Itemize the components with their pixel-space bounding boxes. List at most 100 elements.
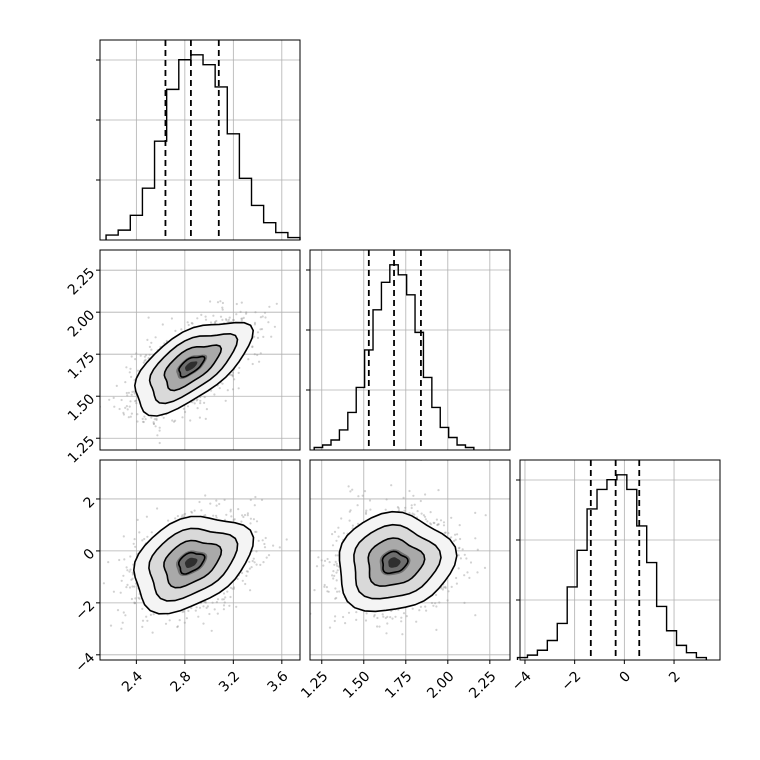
contour-line (163, 344, 223, 392)
sample-point (146, 535, 149, 538)
sample-point (322, 564, 325, 567)
sample-point (336, 564, 339, 567)
sample-point (253, 353, 256, 356)
x-tick-label: 3.6 (265, 668, 292, 695)
sample-point (222, 608, 225, 611)
sample-point (397, 507, 400, 510)
sample-point (146, 619, 149, 622)
sample-point (301, 296, 303, 298)
sample-point (112, 396, 115, 399)
sample-point (210, 389, 213, 392)
sample-point (120, 579, 123, 582)
sample-point (408, 489, 411, 493)
sample-point (135, 402, 138, 405)
sample-point (141, 625, 144, 629)
sample-point (333, 574, 336, 578)
histogram-bin (356, 387, 364, 450)
sample-point (365, 612, 368, 615)
sample-point (171, 419, 174, 422)
sample-point (229, 595, 232, 599)
sample-point (356, 504, 359, 507)
x-tick-label: 2.25 (466, 668, 499, 701)
contour-line (367, 537, 426, 587)
sample-point (222, 598, 225, 601)
sample-point (190, 607, 193, 610)
sample-point (203, 396, 206, 399)
sample-point (466, 571, 469, 574)
sample-point (167, 519, 170, 522)
sample-point (335, 596, 338, 600)
sample-point (384, 616, 387, 620)
contour-line (381, 550, 409, 575)
density-fill (185, 361, 198, 372)
sample-point (244, 582, 247, 586)
sample-point (437, 523, 440, 526)
sample-point (412, 494, 415, 497)
histogram-step (516, 474, 708, 660)
sample-point (126, 569, 129, 572)
sample-point (187, 609, 190, 613)
sample-point (465, 557, 468, 560)
histogram-bin (398, 275, 406, 450)
sample-point (248, 567, 251, 570)
sample-point (251, 559, 254, 563)
sample-point (248, 560, 251, 564)
sample-point (232, 518, 235, 522)
sample-point (240, 301, 243, 304)
sample-point (442, 586, 445, 589)
y-tick-label: 0 (81, 546, 99, 564)
sample-point (142, 361, 145, 364)
sample-point (181, 416, 184, 419)
sample-point (191, 322, 194, 325)
sample-point (199, 402, 202, 405)
sample-point (112, 590, 115, 593)
sample-point (402, 612, 406, 615)
sample-point (253, 323, 256, 326)
sample-point (239, 310, 242, 313)
sample-point (223, 601, 226, 604)
sample-point (278, 546, 281, 549)
sample-point (199, 399, 202, 402)
sample-point (405, 615, 408, 618)
sample-point (136, 420, 139, 423)
sample-point (89, 572, 91, 574)
sample-point (333, 619, 336, 623)
sample-point (146, 338, 149, 341)
sample-point (190, 510, 193, 513)
sample-point (454, 538, 457, 541)
histogram-bin (191, 55, 203, 240)
sample-point (237, 371, 240, 374)
sample-point (224, 399, 227, 402)
sample-point (202, 605, 205, 608)
sample-point (389, 616, 392, 619)
sample-point (130, 355, 133, 358)
sample-point (131, 573, 134, 576)
sample-point (463, 574, 466, 577)
sample-point (430, 523, 433, 526)
histogram-frame (99, 39, 301, 241)
histogram-bin (106, 235, 118, 240)
sample-point (401, 633, 404, 636)
sample-point (222, 592, 226, 595)
sample-point (134, 545, 137, 548)
sample-point (204, 600, 207, 603)
contour-line (148, 332, 239, 405)
sample-point (209, 300, 212, 303)
sample-point (136, 518, 139, 522)
sample-point (136, 413, 139, 416)
x-tick-label: 2.00 (424, 668, 457, 701)
sample-point (152, 422, 155, 425)
sample-point (224, 318, 228, 321)
sample-point (461, 548, 464, 551)
sample-point (336, 590, 339, 593)
sample-point (152, 421, 155, 424)
sample-point (400, 616, 403, 619)
sample-point (440, 587, 443, 590)
sample-point (181, 514, 184, 517)
sample-point (125, 405, 128, 408)
x-tick-label: 2.8 (168, 668, 195, 695)
sample-point (253, 335, 256, 338)
histogram-bin (130, 215, 142, 240)
sample-point (443, 531, 446, 534)
sample-point (213, 393, 216, 396)
